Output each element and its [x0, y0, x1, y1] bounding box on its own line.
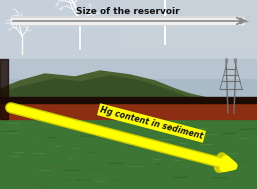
Polygon shape [0, 71, 257, 113]
Polygon shape [0, 76, 257, 113]
Text: Hg content in sediment: Hg content in sediment [99, 105, 204, 141]
Text: Size of the reservoir: Size of the reservoir [76, 6, 180, 15]
Polygon shape [120, 0, 257, 49]
Polygon shape [0, 97, 257, 103]
Polygon shape [0, 115, 257, 189]
Polygon shape [0, 99, 257, 119]
